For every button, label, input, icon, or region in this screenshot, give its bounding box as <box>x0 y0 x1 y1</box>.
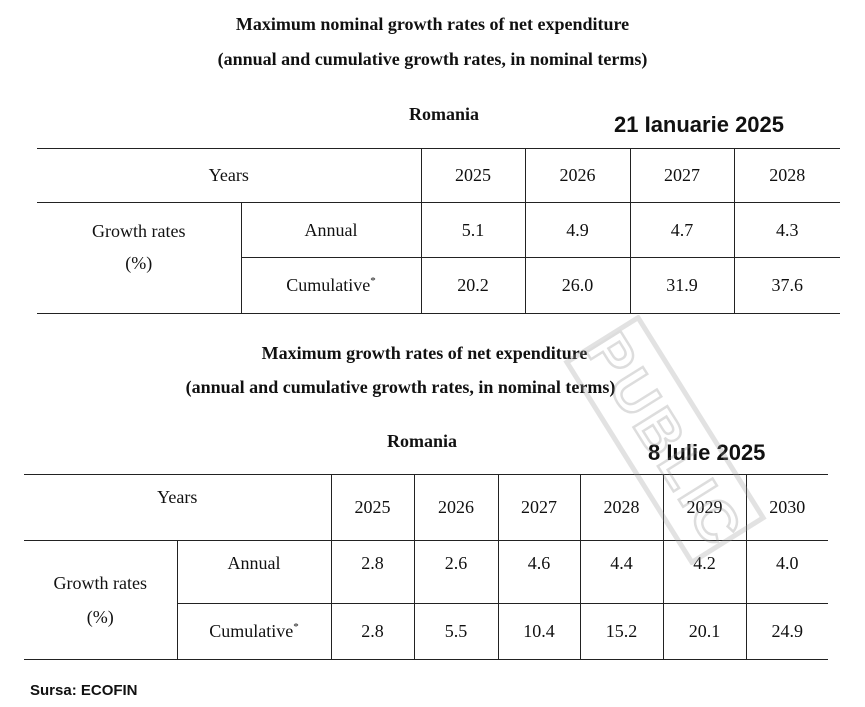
table1-year: 2027 <box>630 148 735 203</box>
table2-cumulative-value: 20.1 <box>663 603 747 660</box>
table2-annual-value: 4.6 <box>498 540 581 604</box>
table2-subtitle: (annual and cumulative growth rates, in … <box>185 377 616 397</box>
table2: Years 2025 2026 2027 2028 2029 2030 Grow… <box>24 474 828 660</box>
table2-cumulative-row: Cumulative* 2.8 5.5 10.4 15.2 20.1 24.9 <box>24 603 828 660</box>
table2-cumulative-value: 15.2 <box>580 603 664 660</box>
table2-row-group: Growth rates (%) <box>24 540 178 660</box>
table1-cumulative-row: Cumulative* 20.2 26.0 31.9 37.6 <box>37 257 840 314</box>
table1-cumulative-value: 20.2 <box>421 257 526 314</box>
table2-annual-row: Growth rates (%) Annual 2.8 2.6 4.6 4.4 … <box>24 540 828 660</box>
table1-annual-value: 5.1 <box>421 202 526 258</box>
table1-cumulative-label: Cumulative <box>286 275 371 295</box>
table1-cumulative-footnote-mark: * <box>370 275 376 287</box>
table2-annual-value: 4.0 <box>776 553 799 573</box>
table1-annual-value: 4.3 <box>776 219 799 240</box>
table1: Years 2025 2026 2027 2028 Growth rates (… <box>37 148 840 314</box>
table1-subtitle: (annual and cumulative growth rates, in … <box>217 49 648 69</box>
table2-cumulative-value: 24.9 <box>771 621 804 641</box>
table2-cumulative-cell: Cumulative* <box>177 603 332 660</box>
table1-annual-value: 4.9 <box>525 202 631 258</box>
table1-row-group: Growth rates (%) <box>37 202 242 314</box>
table1-cumulative-cell: Cumulative* <box>241 257 422 314</box>
table1-growth-rates-label: Growth rates <box>92 221 186 241</box>
table1-annual-label: Annual <box>241 202 422 258</box>
table2-cumulative-value: 10.4 <box>498 603 581 660</box>
table2-year: 2026 <box>414 474 499 541</box>
table2-cumulative-value: 2.8 <box>331 603 415 660</box>
table1-unit-label: (%) <box>125 253 153 273</box>
source-label: Sursa: ECOFIN <box>30 682 138 699</box>
table2-annual-label: Annual <box>177 540 332 604</box>
table2-year: 2027 <box>498 474 581 541</box>
table1-year: 2026 <box>525 148 631 203</box>
table2-title: Maximum growth rates of net expenditure <box>261 343 588 363</box>
table2-year: 2028 <box>580 474 664 541</box>
table2-year: 2030 <box>769 497 806 517</box>
table2-cumulative-footnote-mark: * <box>293 621 299 633</box>
table1-country: Romania <box>409 104 480 124</box>
table2-years-label: Years <box>24 474 332 541</box>
table1-cumulative-value: 31.9 <box>630 257 735 314</box>
table1-year: 2025 <box>421 148 526 203</box>
table2-annual-value: 2.8 <box>331 540 415 604</box>
table1-header-row: Years 2025 2026 2027 2028 <box>37 148 840 203</box>
table2-annual-value: 2.6 <box>414 540 499 604</box>
table2-growth-rates-label: Growth rates <box>53 573 147 593</box>
table2-annual-value: 4.2 <box>663 540 747 604</box>
table2-year: 2025 <box>331 474 415 541</box>
table1-date-label: 21 Ianuarie 2025 <box>614 112 785 137</box>
table1-year: 2028 <box>769 165 806 185</box>
table1-cumulative-value: 26.0 <box>525 257 631 314</box>
table1-years-label: Years <box>37 148 422 203</box>
table1-title: Maximum nominal growth rates of net expe… <box>235 14 630 34</box>
table1-annual-row: Growth rates (%) Annual 5.1 4.9 4.7 4.3 <box>37 202 840 314</box>
table2-cumulative-label: Cumulative <box>209 621 294 641</box>
table1-cumulative-value: 37.6 <box>771 275 804 295</box>
table2-cumulative-value: 5.5 <box>414 603 499 660</box>
table1-annual-value: 4.7 <box>630 202 735 258</box>
table2-header-row: Years 2025 2026 2027 2028 2029 2030 <box>24 474 828 541</box>
table2-annual-value: 4.4 <box>580 540 664 604</box>
table2-date-label: 8 Iulie 2025 <box>648 440 766 465</box>
table2-unit-label: (%) <box>86 607 114 627</box>
table2-year: 2029 <box>663 474 747 541</box>
table2-country: Romania <box>387 431 458 451</box>
